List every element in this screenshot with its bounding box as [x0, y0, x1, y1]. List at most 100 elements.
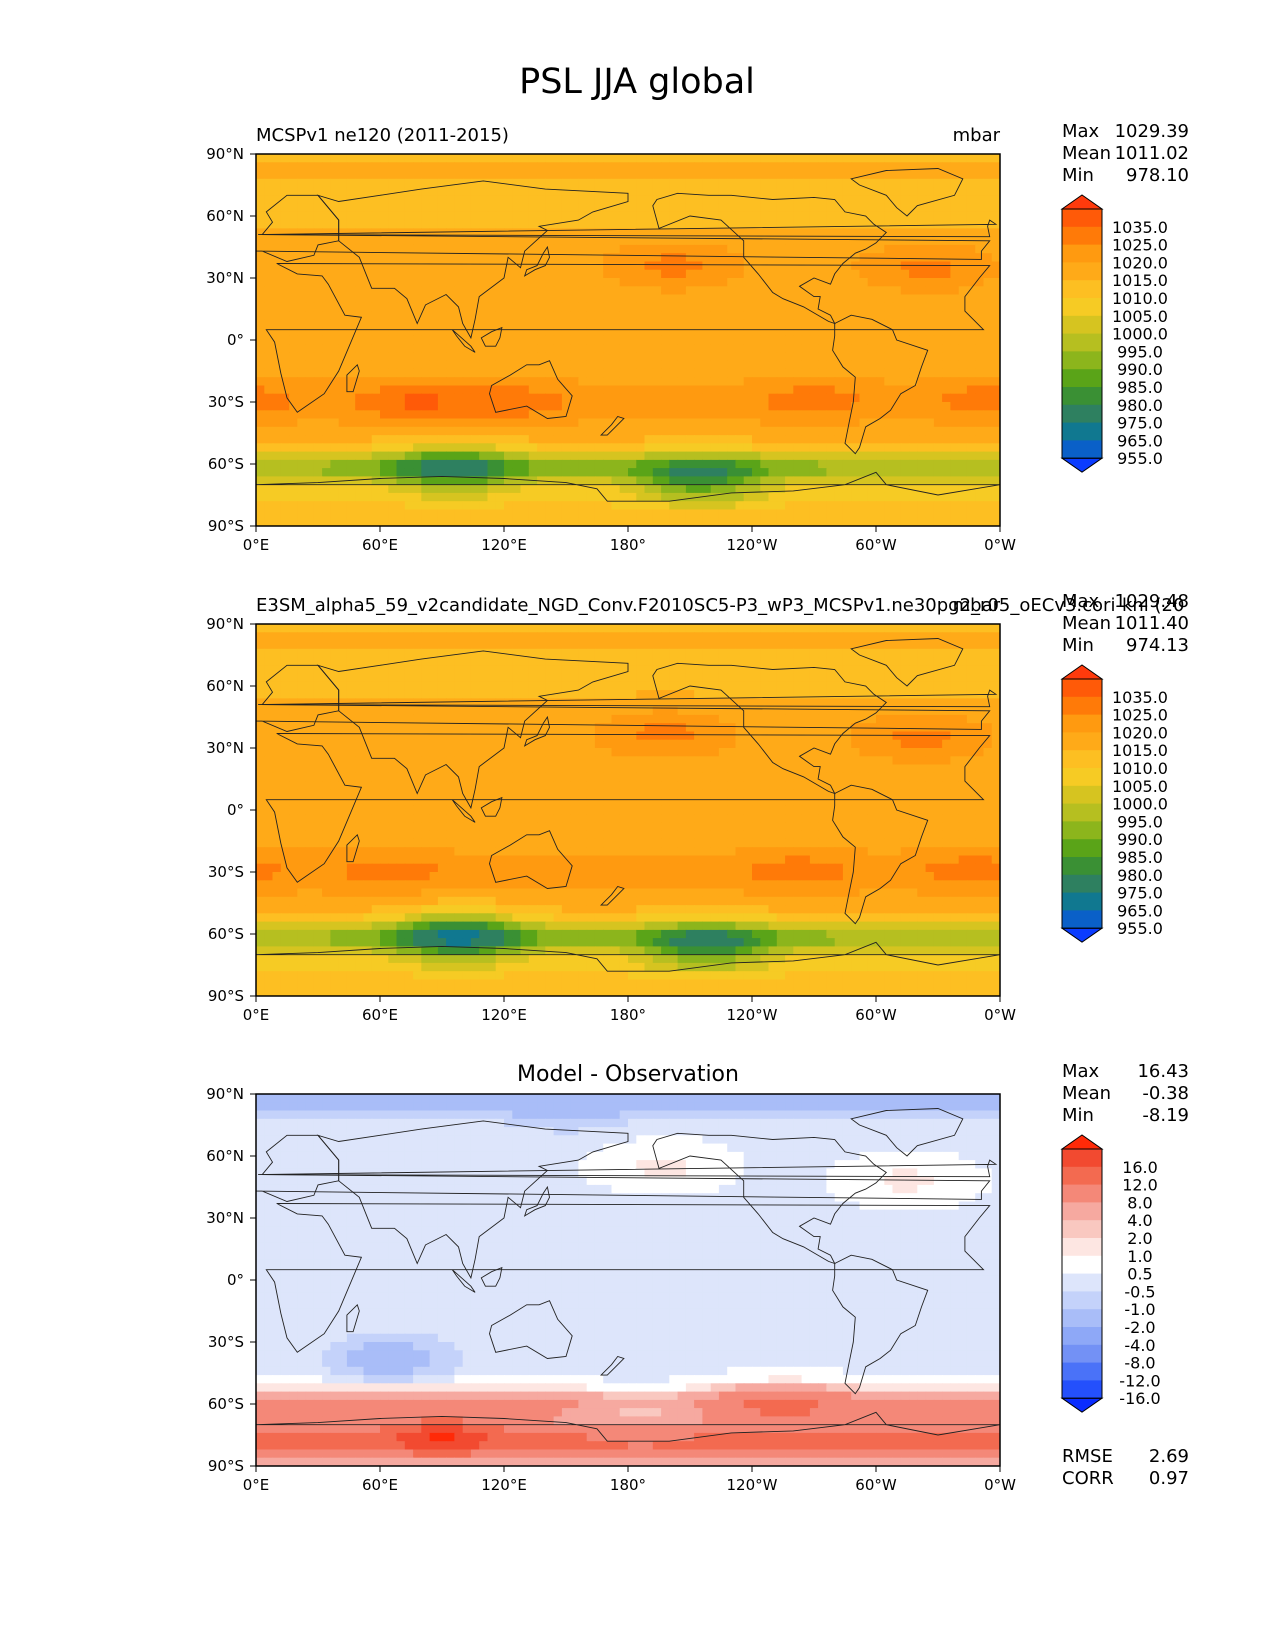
field-cell: [917, 468, 927, 477]
field-cell: [834, 170, 844, 180]
field-cell: [363, 624, 373, 633]
field-cell: [322, 344, 331, 353]
field-cell: [842, 261, 852, 271]
field-cell: [297, 170, 307, 180]
field-cell: [966, 311, 976, 320]
field-cell: [743, 632, 753, 642]
field-cell: [470, 517, 480, 526]
field-cell: [504, 377, 513, 387]
field-cell: [446, 443, 455, 453]
field-cell: [826, 244, 836, 254]
field-cell: [479, 269, 489, 279]
field-cell: [355, 278, 365, 287]
field-cell: [694, 426, 703, 436]
field-cell: [793, 211, 803, 221]
field-cell: [594, 492, 604, 502]
field-cell: [991, 492, 1000, 502]
field-cell: [487, 170, 497, 180]
field-cell: [900, 665, 910, 675]
field-cell: [793, 451, 803, 461]
field-cell: [305, 624, 315, 633]
field-cell: [346, 269, 356, 279]
field-cell: [801, 501, 811, 511]
field-cell: [727, 195, 737, 205]
field-cell: [355, 170, 365, 180]
colorbar-tick-label: 1000.0: [1112, 325, 1168, 344]
field-cell: [504, 228, 513, 238]
field-cell: [512, 244, 522, 254]
field-cell: [553, 402, 563, 411]
field-cell: [421, 517, 431, 526]
field-cell: [884, 228, 894, 238]
field-cell: [991, 517, 1000, 526]
field-cell: [925, 501, 935, 511]
field-cell: [421, 632, 431, 642]
field-cell: [735, 311, 745, 320]
field-cell: [545, 624, 555, 633]
field-cell: [520, 509, 530, 519]
field-cell: [380, 211, 389, 221]
field-cell: [735, 162, 745, 172]
field-cell: [454, 311, 464, 320]
field-cell: [363, 220, 373, 229]
field-cell: [363, 451, 373, 461]
field-cell: [884, 244, 894, 254]
field-cell: [859, 170, 869, 180]
field-cell: [966, 501, 976, 511]
field-cell: [636, 410, 646, 420]
field-cell: [636, 170, 646, 180]
field-cell: [346, 368, 356, 378]
field-cell: [636, 435, 646, 444]
field-cell: [801, 393, 811, 403]
field-cell: [619, 393, 629, 403]
field-cell: [346, 418, 356, 428]
field-cell: [495, 236, 505, 246]
field-cell: [636, 443, 646, 453]
field-cell: [677, 377, 687, 387]
field-cell: [677, 236, 687, 246]
field-cell: [685, 162, 695, 172]
field-cell: [809, 377, 819, 387]
field-cell: [355, 492, 365, 502]
field-cell: [925, 665, 935, 675]
field-cell: [454, 648, 464, 658]
field-cell: [313, 311, 323, 320]
field-cell: [669, 377, 679, 387]
field-cell: [280, 211, 290, 221]
field-cell: [330, 278, 340, 287]
field-cell: [991, 402, 1000, 411]
field-cell: [867, 368, 877, 378]
field-cell: [528, 468, 538, 477]
field-cell: [793, 203, 803, 213]
field-cell: [322, 154, 331, 163]
field-cell: [793, 459, 803, 469]
field-cell: [346, 286, 356, 296]
field-cell: [669, 335, 679, 345]
field-cell: [842, 187, 852, 196]
field-cell: [305, 657, 315, 666]
panel-title-left: MCSPv1 ne120 (2011-2015): [256, 125, 509, 146]
field-cell: [909, 360, 918, 370]
field-cell: [429, 302, 439, 312]
field-cell: [628, 435, 637, 444]
field-cell: [710, 352, 720, 362]
field-cell: [363, 244, 373, 254]
field-cell: [752, 302, 761, 312]
field-cell: [694, 418, 703, 428]
field-cell: [413, 187, 422, 196]
panel-reference: E3SM_alpha5_59_v2candidate_NGD_Conv.F201…: [206, 595, 1184, 1024]
field-cell: [917, 335, 927, 345]
colorbar-tick-label: 1025.0: [1112, 236, 1168, 255]
field-cell: [322, 302, 331, 312]
field-cell: [578, 377, 588, 387]
field-cell: [446, 492, 455, 502]
field-cell: [834, 294, 844, 304]
field-cell: [677, 344, 687, 353]
field-cell: [834, 352, 844, 362]
field-cell: [768, 632, 778, 642]
field-cell: [404, 418, 414, 428]
field-cell: [380, 385, 389, 395]
field-cell: [768, 410, 778, 420]
field-cell: [958, 657, 968, 666]
field-cell: [826, 352, 836, 362]
